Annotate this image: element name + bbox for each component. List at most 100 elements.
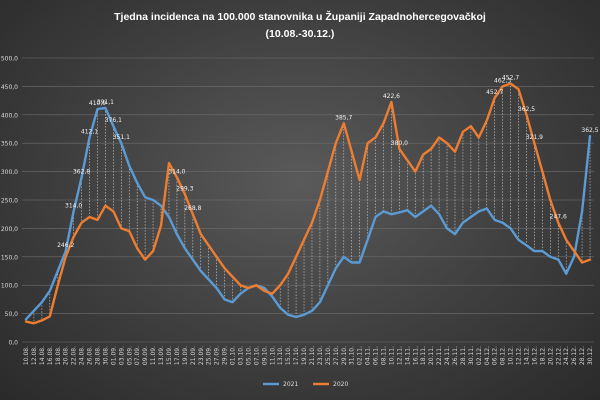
data-point-2021 <box>501 221 504 224</box>
data-point-2021 <box>326 284 329 287</box>
x-tick-label: 06.11. <box>373 346 380 365</box>
x-tick-label: 14.11. <box>404 346 411 365</box>
data-point-2021 <box>231 301 234 304</box>
x-tick-label: 04.11. <box>365 346 372 365</box>
x-tick-label: 01.10. <box>230 346 237 365</box>
x-tick-label: 24.08. <box>79 346 86 365</box>
y-tick-label: 500,0 <box>1 56 18 63</box>
data-point-2021 <box>557 258 560 261</box>
data-point-2020 <box>295 255 297 258</box>
data-point-2021 <box>406 209 409 212</box>
data-point-2021 <box>183 247 186 250</box>
data-point-2021 <box>48 289 51 292</box>
data-point-2020 <box>501 85 504 88</box>
data-point-2021 <box>25 318 27 321</box>
data-point-2020 <box>573 250 576 253</box>
x-tick-label: 10.12. <box>508 346 515 365</box>
drop-lines <box>25 83 591 324</box>
data-point-2020 <box>517 88 520 91</box>
data-point-2020 <box>40 319 43 322</box>
x-tick-label: 20.12. <box>547 346 554 365</box>
data-point-2021 <box>128 165 131 167</box>
legend-label-2021: 2021 <box>283 381 298 388</box>
data-point-2021 <box>160 204 162 207</box>
data-label: 452,7 <box>502 75 519 82</box>
data-point-2021 <box>533 250 536 253</box>
x-tick-label: 22.08. <box>71 346 78 365</box>
data-point-2021 <box>477 210 480 213</box>
x-tick-label: 26.11. <box>452 346 459 365</box>
data-label: 362,5 <box>518 106 535 113</box>
data-point-2020 <box>374 136 377 139</box>
x-tick-label: 30.11. <box>468 346 475 365</box>
y-tick-label: 0,0 <box>8 340 18 347</box>
data-point-2020 <box>199 233 202 235</box>
data-point-2021 <box>295 316 297 318</box>
x-tick-label: 14.12. <box>523 346 530 365</box>
data-point-2021 <box>390 213 393 216</box>
chart-title: Tjedna incidenca na 100.000 stanovnika u… <box>114 10 486 23</box>
y-tick-label: 450,0 <box>1 84 18 91</box>
data-point-2020 <box>168 162 170 164</box>
data-point-2021 <box>541 250 544 253</box>
data-point-2021 <box>398 211 401 214</box>
data-point-2021 <box>33 309 35 312</box>
data-point-2020 <box>342 122 345 125</box>
data-point-2020 <box>279 284 282 287</box>
x-tick-label: 10.08. <box>23 346 30 365</box>
data-point-2020 <box>25 320 27 323</box>
x-tick-label: 24.11. <box>444 346 451 365</box>
x-tick-label: 16.08. <box>47 346 54 365</box>
x-tick-label: 21.09. <box>190 346 197 365</box>
x-tick-label: 27.10. <box>333 346 340 365</box>
series-lines <box>24 82 592 325</box>
x-tick-label: 16.11. <box>412 346 419 365</box>
data-label: 376,1 <box>105 117 122 124</box>
data-point-2020 <box>239 284 242 287</box>
x-tick-label: 05.09. <box>126 346 133 365</box>
data-point-2021 <box>96 108 99 111</box>
x-tick-label: 18.12. <box>539 346 546 365</box>
data-point-2021 <box>72 210 75 213</box>
x-tick-label: 02.12. <box>476 346 483 365</box>
data-point-2020 <box>56 284 59 287</box>
data-point-2021 <box>422 210 425 213</box>
data-point-2020 <box>406 159 409 162</box>
y-tick-label: 150,0 <box>1 254 18 261</box>
data-point-2021 <box>414 216 417 218</box>
data-point-2020 <box>581 261 583 264</box>
x-tick-label: 05.10. <box>245 346 252 365</box>
data-point-2020 <box>311 221 313 224</box>
data-label: 422,6 <box>383 93 400 100</box>
data-point-2021 <box>589 135 591 138</box>
x-tick-label: 20.11. <box>428 346 435 365</box>
x-tick-label: 09.09. <box>142 346 149 365</box>
x-tick-label: 17.10. <box>293 346 300 365</box>
x-tick-label: 12.11. <box>396 346 403 365</box>
data-point-2020 <box>80 221 83 224</box>
data-point-2021 <box>342 255 345 258</box>
data-point-2020 <box>303 238 305 241</box>
data-point-2021 <box>239 292 242 295</box>
data-point-2021 <box>199 270 202 272</box>
data-point-2020 <box>382 122 385 125</box>
x-tick-label: 19.10. <box>301 346 308 365</box>
x-tick-label: 12.08. <box>31 346 38 365</box>
data-point-2020 <box>390 101 393 103</box>
data-point-2020 <box>326 170 329 173</box>
data-point-2020 <box>533 142 536 145</box>
data-point-2021 <box>525 244 528 247</box>
x-tick-label: 13.09. <box>158 346 165 365</box>
data-point-2021 <box>573 255 576 258</box>
x-tick-label: 20.08. <box>63 346 70 365</box>
x-tick-label: 02.11. <box>357 346 364 365</box>
legend-label-2020: 2020 <box>333 381 348 388</box>
data-point-2021 <box>485 207 488 210</box>
x-tick-label: 26.12. <box>571 346 578 365</box>
data-point-2020 <box>263 289 266 292</box>
x-tick-label: 23.09. <box>198 346 205 365</box>
x-tick-label: 25.10. <box>325 346 332 365</box>
data-point-2021 <box>104 107 107 109</box>
data-point-2020 <box>446 142 448 145</box>
x-tick-label: 12.12. <box>516 346 523 365</box>
